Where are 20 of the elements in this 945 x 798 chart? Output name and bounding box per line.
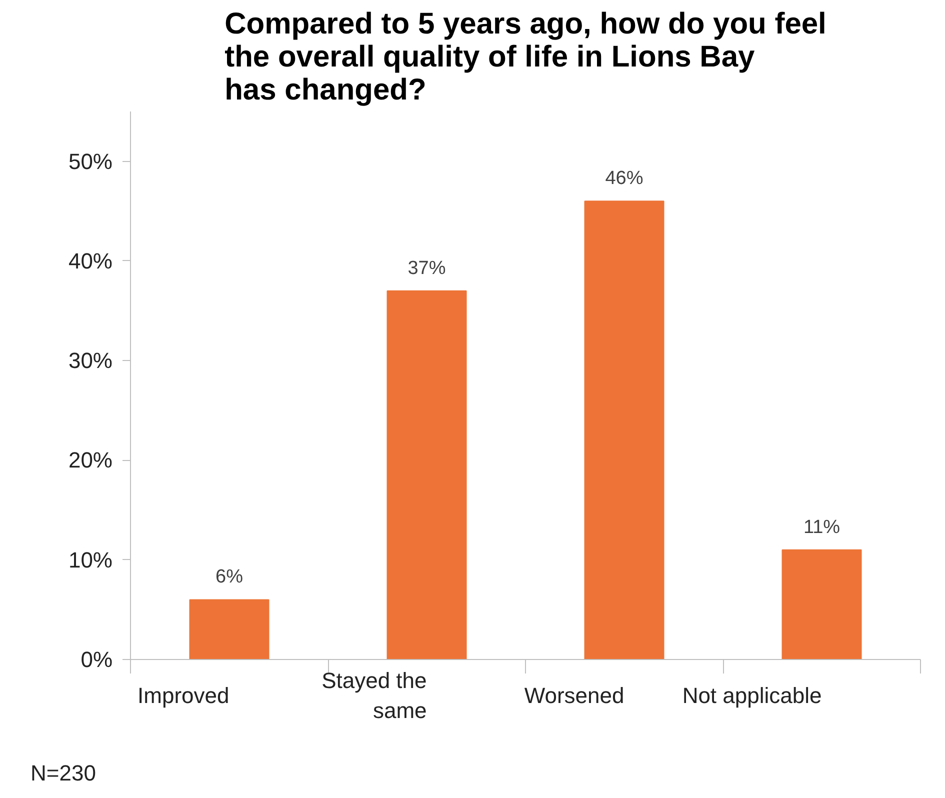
data-label: 46% <box>605 168 644 190</box>
x-tick-label: Not applicable <box>682 683 822 708</box>
y-tick-label: 30% <box>68 348 113 374</box>
y-tick-label: 10% <box>68 547 113 572</box>
bar <box>386 290 467 660</box>
y-tick-label: 20% <box>68 448 113 473</box>
chart-title: Compared to 5 years ago, how do you feel the overall quality of life in Lions Bay has changed? <box>224 8 826 106</box>
data-label: 11% <box>803 516 840 538</box>
bar <box>189 599 270 660</box>
text: N=230 <box>30 760 96 786</box>
bar <box>782 549 862 660</box>
data-label: 37% <box>408 258 446 279</box>
y-tick-label: 40% <box>68 248 113 274</box>
y-tick-label: 0% <box>80 647 112 672</box>
y-tick-label: 50% <box>68 148 113 174</box>
x-tick-label: Stayed the same <box>322 668 427 723</box>
data-label: 6% <box>216 566 244 588</box>
bar <box>584 200 664 660</box>
x-tick-label: Improved <box>138 683 230 708</box>
x-tick-label: Worsened <box>524 683 624 708</box>
